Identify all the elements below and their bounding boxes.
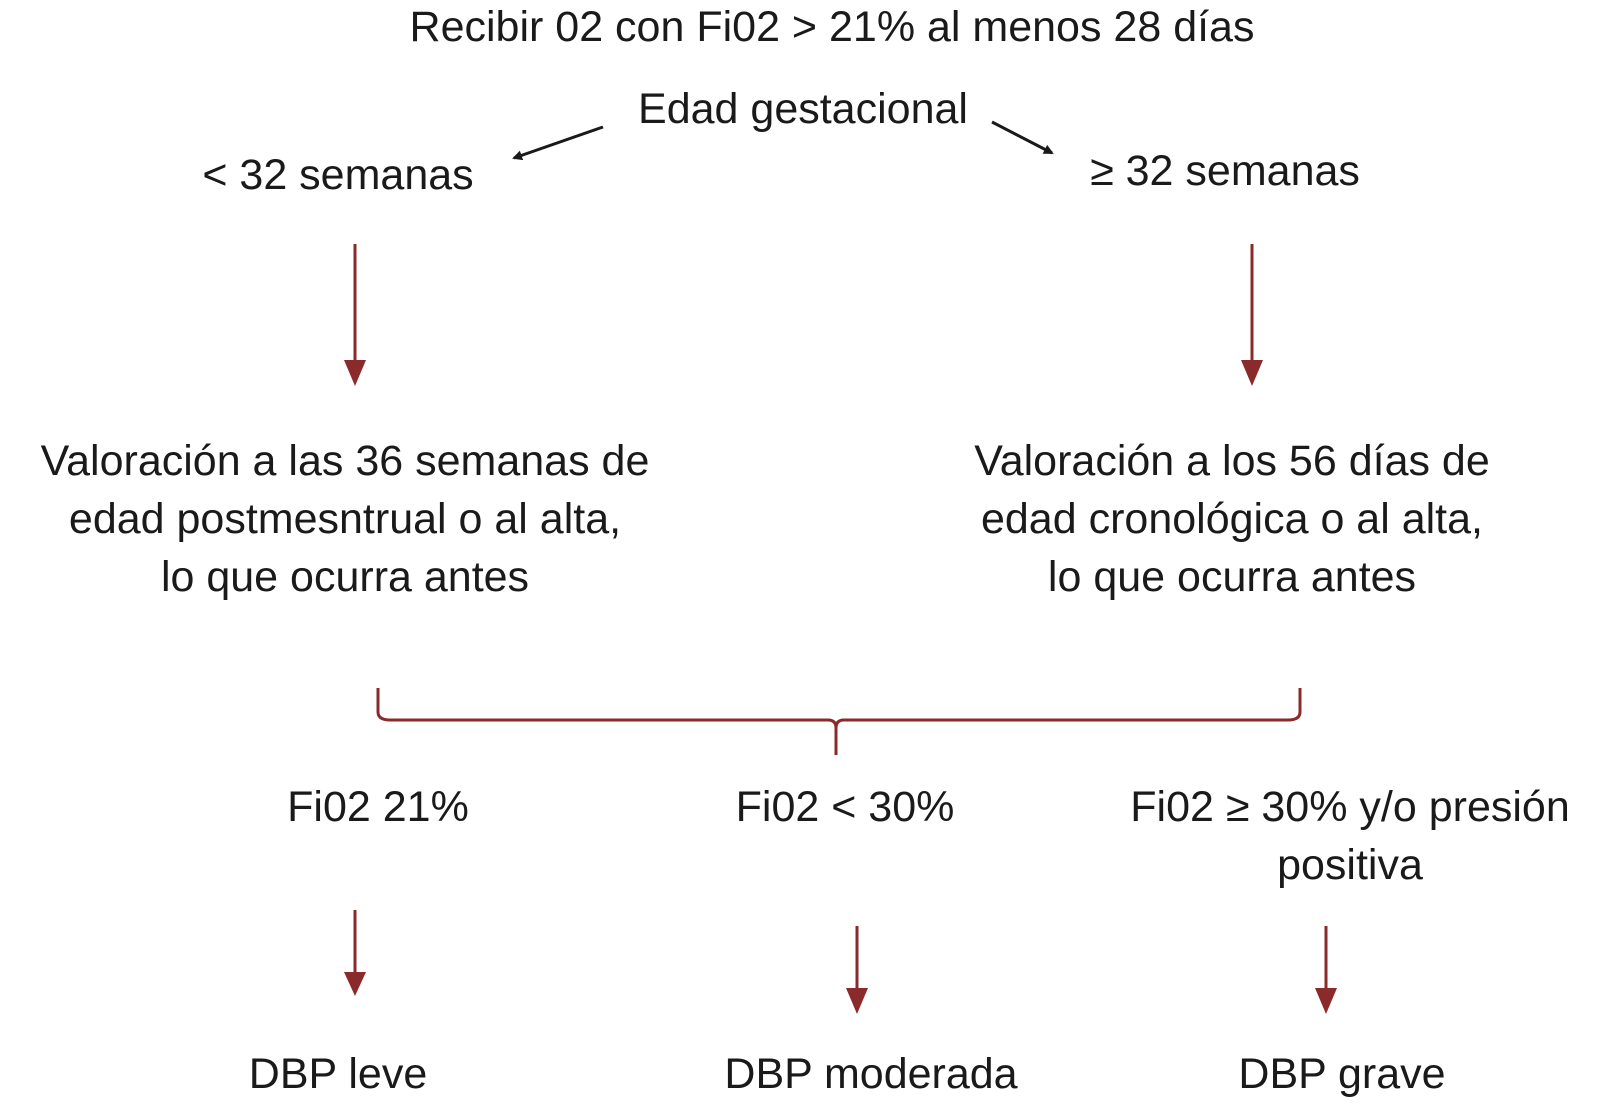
criterion-severe: Fi02 ≥ 30% y/o presión positiva — [1130, 778, 1570, 894]
arrow-to-lt32 — [512, 125, 604, 161]
assessment-right-line-1: Valoración a los 56 días de — [974, 437, 1490, 485]
criterion-mild: Fi02 21% — [287, 783, 469, 831]
assessment-left-line-2: edad postmesntrual o al alta, — [68, 495, 622, 543]
assessment-right: Valoración a los 56 días de edad cronoló… — [974, 432, 1490, 606]
assessment-left-line-3: lo que ocurra antes — [160, 553, 530, 601]
arrow-lt32-down — [344, 244, 366, 386]
arrow-mild-down — [344, 910, 366, 996]
assessment-right-line-3: lo que ocurra antes — [1047, 553, 1417, 601]
outcome-mild: DBP leve — [248, 1050, 428, 1098]
gestational-age-label: Edad gestacional — [638, 85, 968, 133]
outcome-severe: DBP grave — [1238, 1050, 1446, 1098]
criterion-severe-line-1: Fi02 ≥ 30% y/o presión — [1130, 783, 1570, 831]
arrow-severe-down — [1315, 926, 1337, 1014]
gestational-lt32-label: < 32 semanas — [202, 151, 474, 199]
assessment-right-line-2: edad cronológica o al alta, — [980, 495, 1484, 543]
header-criterion: Recibir 02 con Fi02 > 21% al menos 28 dí… — [409, 3, 1255, 51]
gestational-ge32-label: ≥ 32 semanas — [1090, 147, 1360, 195]
assessment-left-line-1: Valoración a las 36 semanas de — [40, 437, 650, 485]
criterion-moderate: Fi02 < 30% — [735, 783, 955, 831]
grouping-brace — [376, 688, 1302, 755]
arrow-to-ge32 — [991, 120, 1054, 155]
outcome-moderate: DBP moderada — [724, 1050, 1018, 1098]
arrow-moderate-down — [846, 926, 868, 1014]
assessment-left: Valoración a las 36 semanas de edad post… — [41, 432, 650, 606]
arrow-ge32-down — [1241, 244, 1263, 386]
criterion-severe-line-2: positiva — [1277, 841, 1423, 889]
